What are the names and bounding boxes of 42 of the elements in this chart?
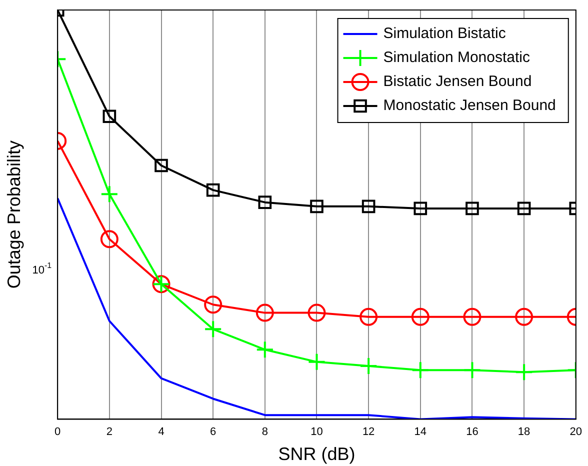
x-tick-label: 10 xyxy=(310,426,323,438)
point xyxy=(463,308,482,326)
point xyxy=(100,230,118,248)
x-axis-title: SNR (dB) xyxy=(278,444,356,464)
point xyxy=(102,110,116,124)
legend-label: Bistatic Jensen Bound xyxy=(383,73,532,90)
point xyxy=(466,202,479,216)
point xyxy=(258,196,272,209)
point xyxy=(411,308,430,326)
point xyxy=(517,202,531,216)
point xyxy=(204,296,222,314)
x-tick-label: 12 xyxy=(362,426,375,438)
point xyxy=(204,320,222,338)
point xyxy=(411,361,430,380)
x-tick-label: 14 xyxy=(414,426,427,438)
point xyxy=(154,158,168,172)
point xyxy=(515,363,534,382)
point xyxy=(308,352,326,371)
point xyxy=(308,304,326,322)
point xyxy=(360,308,378,326)
point xyxy=(310,200,324,214)
x-tick-label: 18 xyxy=(518,426,530,438)
y-axis-title: Outage Probability xyxy=(4,140,24,289)
legend-label: Simulation Bistatic xyxy=(383,25,506,42)
x-tick-label: 16 xyxy=(466,426,478,438)
point xyxy=(256,304,274,322)
x-tick-label: 0 xyxy=(54,426,61,438)
point xyxy=(100,185,118,204)
point xyxy=(414,202,428,216)
point xyxy=(362,200,376,214)
x-tick-label: 8 xyxy=(262,426,268,438)
point xyxy=(515,308,534,326)
x-tick-label: 2 xyxy=(106,426,112,438)
point xyxy=(463,361,482,380)
x-tick-label: 20 xyxy=(570,426,582,438)
point xyxy=(360,357,378,376)
legend-label: Simulation Monostatic xyxy=(383,49,531,66)
legend-label: Monostatic Jensen Bound xyxy=(383,97,556,114)
x-tick-label: 6 xyxy=(210,426,216,438)
point xyxy=(256,340,274,359)
x-tick-label: 4 xyxy=(158,426,164,438)
point xyxy=(206,183,220,197)
